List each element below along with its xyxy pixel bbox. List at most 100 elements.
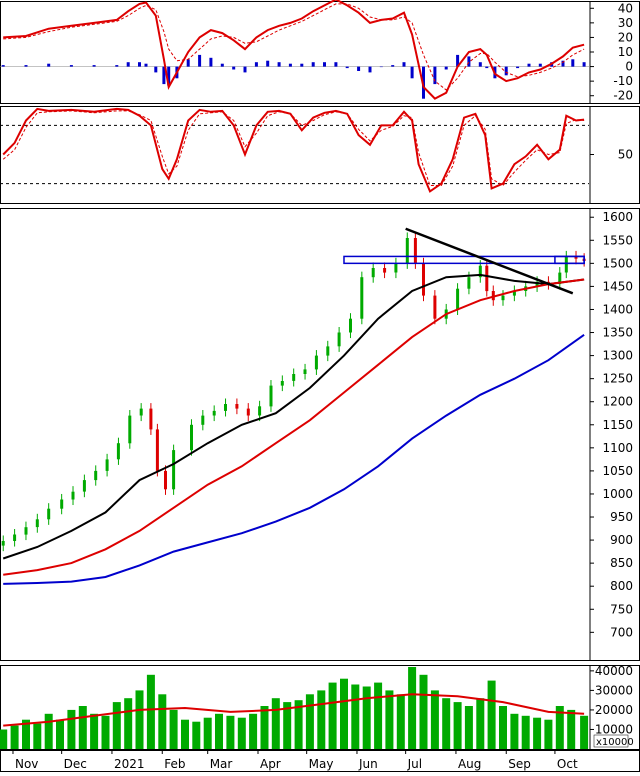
price-axis-tick-label: 1000 [602, 487, 633, 501]
macd-histogram-bar [24, 65, 28, 67]
price-candle-body [491, 291, 495, 301]
macd-histogram-bar [47, 63, 51, 67]
price-axis-tick-label: 1250 [602, 372, 633, 386]
volume-bar [260, 706, 269, 749]
price-candle-body [246, 408, 250, 416]
volume-bar [328, 682, 337, 749]
price-axis-tick-label: 1050 [602, 464, 633, 478]
volume-bar [362, 686, 371, 749]
macd-histogram-bar [92, 65, 96, 67]
macd-axis-tick-label: 0 [625, 60, 633, 74]
volume-average-line [3, 693, 585, 727]
macd-histogram-bar [379, 66, 383, 68]
volume-bar [442, 698, 451, 749]
volume-unit-label: x10000 [596, 737, 634, 748]
macd-histogram-bar [368, 66, 372, 73]
volume-bar [181, 719, 189, 749]
volume-bar [533, 717, 542, 749]
x-axis-tick-label: Nov [15, 757, 38, 771]
volume-bar [555, 706, 564, 749]
macd-histogram-bar [154, 66, 158, 73]
price-axis-tick-label: 1200 [602, 395, 633, 409]
volume-bar [317, 690, 326, 749]
price-candle-body [82, 480, 86, 492]
volume-bar [499, 706, 507, 749]
macd-line [3, 0, 585, 100]
volume-bar [521, 715, 530, 749]
price-candle-body [94, 470, 98, 481]
volume-bar [430, 690, 439, 749]
macd-histogram-bar [288, 63, 292, 67]
macd-histogram-bar [504, 66, 508, 76]
macd-histogram-bar [538, 63, 542, 67]
macd-histogram-bar [467, 56, 471, 67]
volume-bar [0, 729, 8, 749]
price-candle-body [422, 263, 425, 296]
price-candle-body [149, 408, 153, 430]
volume-bar [135, 690, 144, 749]
price-candle-body [292, 374, 296, 381]
volume-bar [340, 678, 348, 749]
price-ma-black-line [2, 273, 585, 560]
price-candle-body [394, 263, 398, 273]
price-candle-body [337, 332, 341, 347]
x-axis-tick-label: Oct [557, 757, 578, 771]
price-candle-body [269, 385, 273, 407]
price-candle-body [360, 277, 364, 319]
price-axis-tick-label: 1150 [602, 418, 633, 432]
price-trendline [405, 227, 574, 295]
price-axis-tick-label: 750 [610, 602, 633, 616]
price-candle-body [190, 424, 193, 451]
macd-histogram-bar [433, 66, 437, 85]
oscillator-axis-tick-label: 50 [618, 148, 633, 162]
volume-bar [510, 713, 519, 749]
macd-histogram-bar [232, 66, 236, 70]
price-candle-body [512, 291, 516, 296]
price-candle-body [456, 288, 460, 310]
price-candle-body [164, 470, 167, 490]
price-axis-tick-label: 700 [610, 625, 633, 639]
price-candle-body [485, 265, 489, 292]
volume-bar [169, 709, 178, 749]
volume-axis-tick-label: 30000 [595, 683, 633, 697]
volume-bar [146, 674, 155, 749]
x-axis-tick-label: May [309, 757, 334, 771]
x-axis-tick-label: Feb [164, 757, 185, 771]
macd-histogram-bar [357, 66, 361, 71]
x-axis-tick-label: Aug [458, 757, 481, 771]
volume-unit-box [593, 734, 629, 748]
macd-histogram-bar [402, 62, 406, 67]
macd-histogram-bar [126, 62, 130, 67]
price-candle-body [258, 406, 262, 416]
price-candle-body [433, 295, 437, 319]
price-candle-body [224, 404, 227, 411]
volume-axis-tick-label: 40000 [595, 664, 633, 678]
macd-histogram-bar [527, 63, 531, 67]
price-candle-body [303, 369, 307, 374]
volume-bar [385, 690, 394, 749]
macd-histogram-bar [186, 59, 190, 67]
price-candle-body [47, 508, 51, 520]
price-candle-body [60, 499, 64, 509]
price-candle-body [280, 381, 284, 386]
price-candle-body [413, 238, 417, 264]
macd-histogram-bar [115, 65, 119, 67]
price-candle-body [478, 265, 482, 278]
macd-histogram-bar [323, 62, 326, 67]
volume-bar [44, 713, 53, 749]
price-axis-tick-label: 1500 [602, 256, 633, 270]
volume-bar [476, 698, 485, 749]
price-candle-body [501, 295, 505, 301]
price-ma-red-line [3, 278, 585, 576]
x-axis-tick-label: Apr [260, 757, 281, 771]
macd-histogram-bar [1, 65, 5, 67]
volume-bar [464, 706, 473, 749]
volume-bar [237, 717, 246, 749]
volume-bar [351, 684, 360, 749]
price-axis-tick-label: 850 [610, 556, 633, 570]
macd-histogram-bar [167, 66, 171, 86]
price-candle-body [24, 527, 28, 535]
price-candle-body [564, 256, 568, 273]
macd-histogram-bar [69, 65, 73, 67]
